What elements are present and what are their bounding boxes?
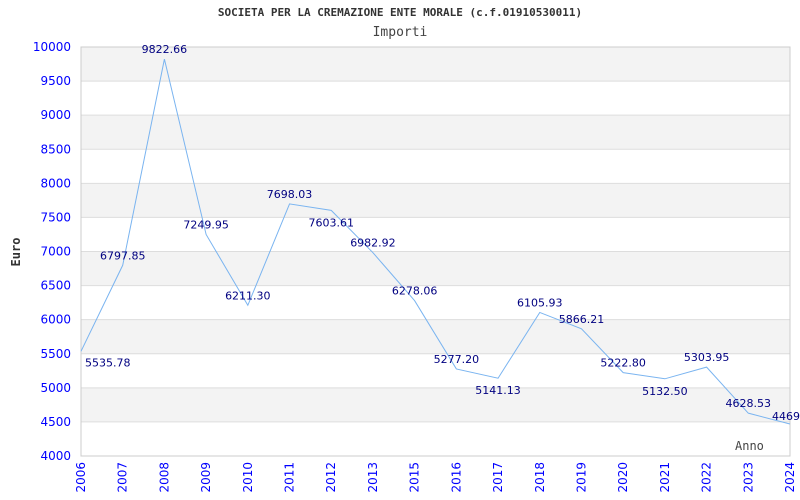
x-tick-label: 2023 [741,462,755,493]
data-label: 5222.80 [600,357,646,370]
grid-band [81,251,790,286]
y-tick-label: 6000 [40,313,71,327]
chart-subtitle: Importi [372,25,428,40]
data-label: 5866.21 [559,313,605,326]
x-tick-label: 2020 [616,462,630,493]
x-tick-label: 2011 [283,462,297,493]
y-tick-label: 9000 [40,108,71,122]
x-tick-label: 2007 [116,462,130,493]
x-tick-label: 2008 [157,462,171,493]
y-tick-label: 7000 [40,245,71,259]
grid-band [81,115,790,150]
y-tick-label: 9500 [40,74,71,88]
data-label: 6211.30 [225,289,271,302]
x-tick-label: 2017 [491,462,505,493]
y-tick-label: 8500 [40,142,71,156]
data-label: 5277.20 [434,353,480,366]
x-tick-label: 2006 [74,462,88,493]
data-label: 5535.78 [85,356,131,369]
x-tick-label: 2013 [366,462,380,493]
data-label: 6982.92 [350,237,396,250]
x-tick-label: 2012 [324,462,338,493]
x-tick-label: 2015 [408,462,422,493]
data-label: 5141.13 [475,384,521,397]
y-tick-label: 10000 [33,40,71,54]
data-label: 6278.06 [392,285,438,298]
y-axis-label: Euro [9,238,23,267]
data-label: 5303.95 [684,351,730,364]
x-axis-label: Anno [735,439,764,453]
x-tick-label: 2021 [658,462,672,493]
y-tick-label: 5000 [40,381,71,395]
x-tick-label: 2022 [700,462,714,493]
data-label: 7603.61 [308,216,354,229]
data-label: 6797.85 [100,249,146,262]
y-tick-label: 4500 [40,415,71,429]
x-tick-label: 2019 [574,462,588,493]
data-label: 4469.1 [772,410,800,423]
plot-border [80,46,791,457]
data-label: 7698.03 [267,188,313,201]
y-tick-label: 8000 [40,176,71,190]
data-label: 9822.66 [142,43,188,56]
data-label: 7249.95 [183,218,229,231]
grid-band [81,319,790,354]
x-tick-label: 2009 [199,462,213,493]
data-line [80,58,791,425]
grid-band [81,387,790,422]
data-label: 6105.93 [517,296,563,309]
y-tick-label: 7500 [40,210,71,224]
y-tick-label: 5500 [40,347,71,361]
grid-band [81,47,790,82]
x-tick-label: 2024 [783,462,797,493]
y-tick-label: 6500 [40,279,71,293]
chart-title: SOCIETA PER LA CREMAZIONE ENTE MORALE (c… [217,6,583,19]
x-tick-label: 2018 [533,462,547,493]
data-label: 4628.53 [726,397,772,410]
x-tick-label: 2016 [449,462,463,493]
y-tick-label: 4000 [40,449,71,463]
grid-band [81,183,790,218]
x-tick-label: 2010 [241,462,255,493]
data-label: 5132.50 [642,385,688,398]
